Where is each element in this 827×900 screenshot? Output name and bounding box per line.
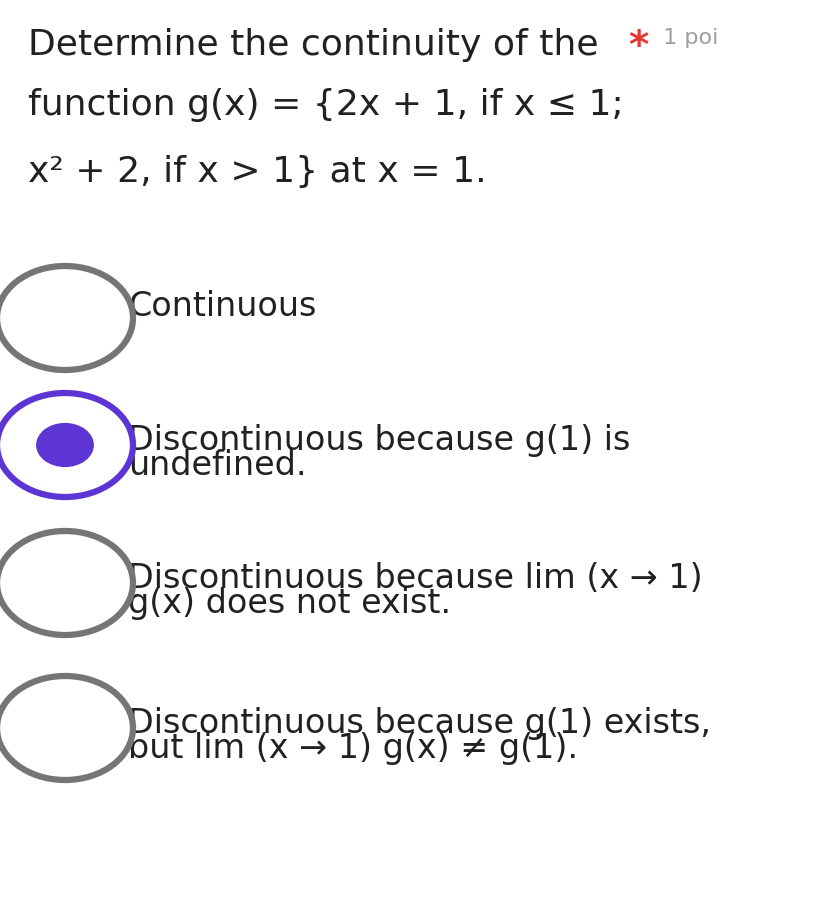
Text: function g(x) = {2x + 1, if x ≤ 1;: function g(x) = {2x + 1, if x ≤ 1; <box>28 88 623 122</box>
Text: but lim (x → 1) g(x) ≠ g(1).: but lim (x → 1) g(x) ≠ g(1). <box>128 732 577 765</box>
Text: *: * <box>627 28 648 66</box>
Text: undefined.: undefined. <box>128 449 306 482</box>
Text: x² + 2, if x > 1} at x = 1.: x² + 2, if x > 1} at x = 1. <box>28 155 486 189</box>
Text: Determine the continuity of the: Determine the continuity of the <box>28 28 609 62</box>
Ellipse shape <box>36 423 93 467</box>
Text: 1 poi: 1 poi <box>655 28 718 48</box>
Text: Discontinuous because g(1) is: Discontinuous because g(1) is <box>128 424 629 457</box>
Text: Discontinuous because g(1) exists,: Discontinuous because g(1) exists, <box>128 707 710 740</box>
Text: Continuous: Continuous <box>128 290 316 322</box>
Text: g(x) does not exist.: g(x) does not exist. <box>128 587 451 620</box>
Text: Discontinuous because lim (x → 1): Discontinuous because lim (x → 1) <box>128 562 702 595</box>
